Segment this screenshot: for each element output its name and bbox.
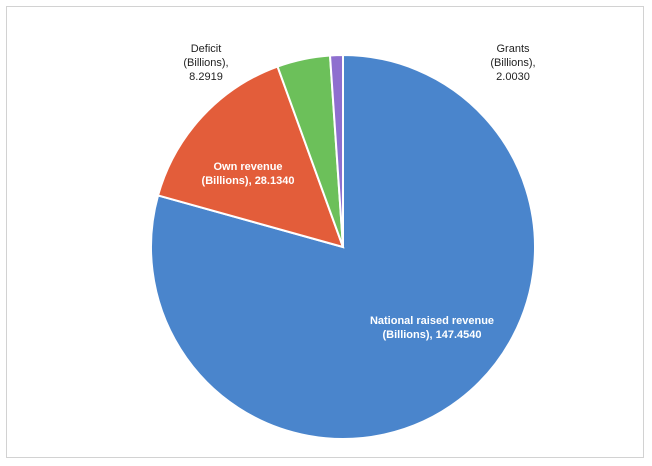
slice-label-grants: Grants (Billions), 2.0030: [490, 43, 535, 83]
pie-slice-grants: [328, 53, 344, 248]
slice-label-own-revenue: Own revenue (Billions), 28.1340: [202, 161, 295, 187]
slice-label-national-raised-revenue: National raised revenue (Billions), 147.4…: [370, 315, 494, 341]
pie-slice-own-revenue: [156, 65, 345, 249]
slice-label-deficit: Deficit (Billions), 8.2919: [183, 43, 228, 83]
